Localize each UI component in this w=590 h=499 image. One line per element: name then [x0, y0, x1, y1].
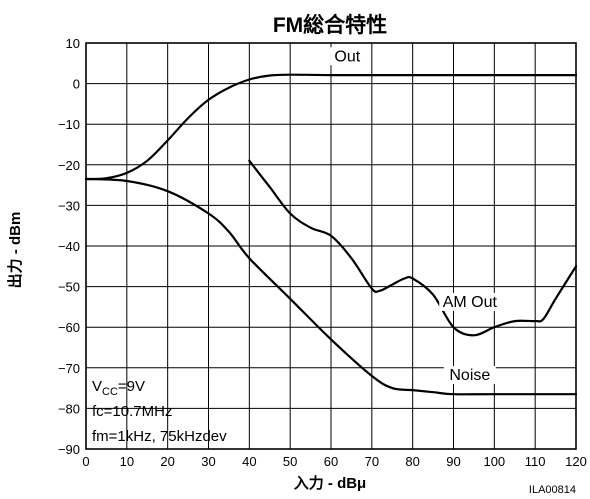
- x-tick-label: 10: [120, 454, 134, 469]
- x-tick-label: 120: [565, 454, 587, 469]
- label-am-out: AM Out: [443, 294, 498, 311]
- x-tick-label: 80: [405, 454, 419, 469]
- y-tick-label: −30: [58, 198, 80, 213]
- vcc-annotation: VCC=9V: [92, 378, 145, 398]
- label-bg-noise: [443, 365, 496, 384]
- x-tick-label: 70: [365, 454, 379, 469]
- grid: [85, 42, 577, 450]
- conditions-box: VCC=9V fc=10.7MHz fm=1kHz, 75kHzdev: [92, 378, 227, 445]
- x-tick-label: 20: [160, 454, 174, 469]
- x-tick-label: 60: [324, 454, 338, 469]
- x-tick-label: 110: [525, 454, 546, 469]
- y-axis-label: 出力 - dBm: [6, 212, 24, 289]
- y-tick-label: −20: [58, 158, 80, 173]
- y-tick-label: −90: [58, 442, 80, 457]
- label-noise: Noise: [449, 367, 490, 384]
- y-tick-label: −40: [58, 239, 80, 254]
- x-tick-label: 0: [82, 454, 89, 469]
- x-tick-label: 40: [242, 454, 256, 469]
- y-tick-label: −60: [58, 320, 80, 335]
- curve-am-out: [248, 159, 578, 337]
- x-tick-label: 90: [446, 454, 460, 469]
- plot-frame: [85, 42, 577, 450]
- figure-id: ILA00814: [529, 484, 576, 496]
- tick-labels: 0 10 20 30 40 50 60 70 80 90 100 110 120100−10−20−30…: [58, 36, 587, 469]
- curves: [84, 73, 578, 396]
- curve-labels: Out AM Out Noise: [330, 47, 501, 384]
- chart-title: FM総合特性: [273, 13, 387, 37]
- label-bg-am-out: [439, 292, 501, 311]
- x-axis-label: 入力 - dBμ: [294, 474, 367, 492]
- y-tick-label: −80: [58, 401, 80, 416]
- x-tick-label: 50: [283, 454, 297, 469]
- fm-annotation: fm=1kHz, 75kHzdev: [92, 428, 227, 445]
- y-tick-label: 10: [66, 36, 80, 51]
- y-tick-label: 0: [73, 77, 80, 92]
- label-bg-out: [330, 47, 365, 66]
- x-tick-label: 100: [483, 454, 505, 469]
- curve-out: [84, 73, 578, 181]
- y-tick-label: −70: [58, 361, 80, 376]
- y-tick-label: −10: [58, 117, 80, 132]
- fc-annotation: fc=10.7MHz: [92, 403, 172, 420]
- y-tick-label: −50: [58, 280, 80, 295]
- label-out: Out: [334, 48, 360, 65]
- x-tick-label: 30: [201, 454, 215, 469]
- curve-noise: [84, 177, 578, 396]
